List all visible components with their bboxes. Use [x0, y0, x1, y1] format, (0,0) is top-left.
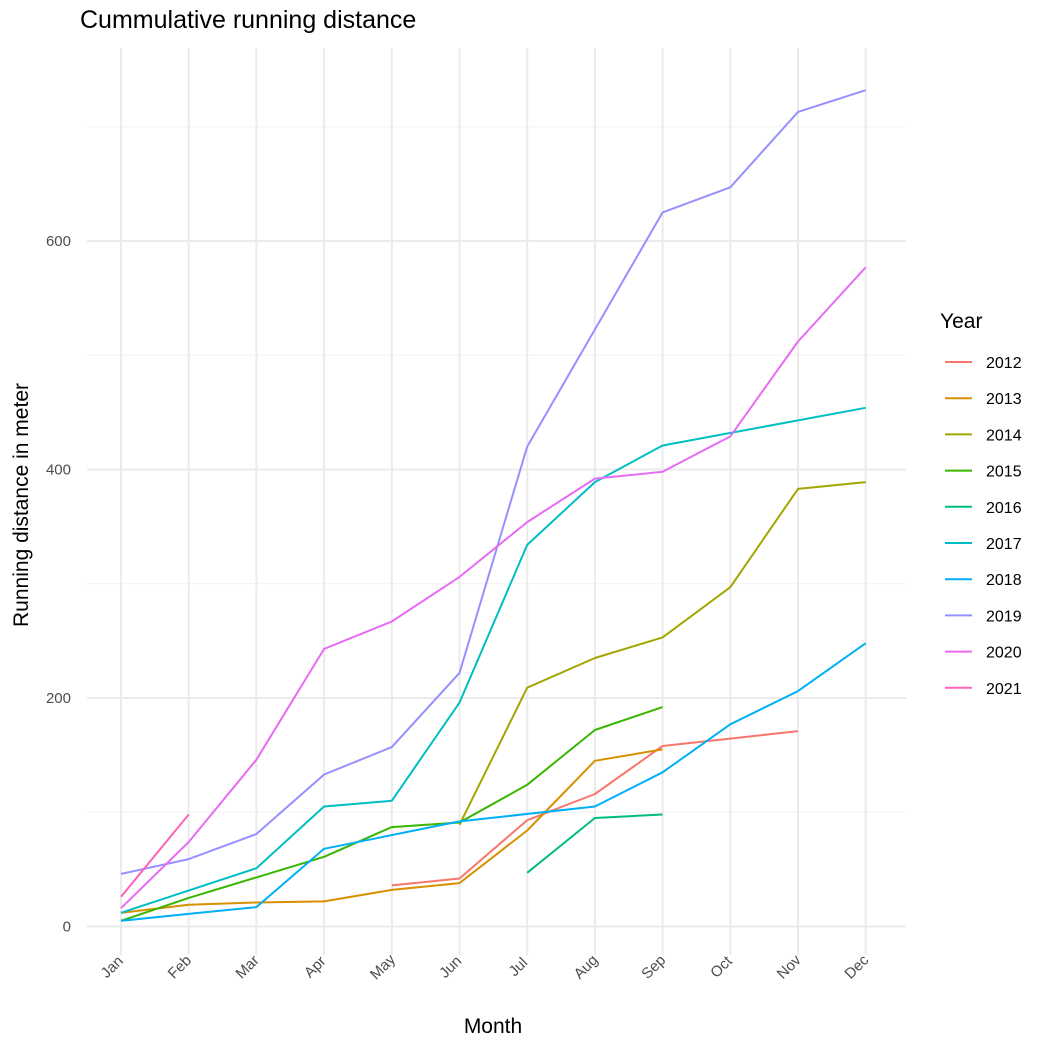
- series-lines: [120, 89, 867, 922]
- x-tick-label: Dec: [841, 951, 872, 982]
- legend: Year 2012 2013 2014 2015 2016 2017 2018 2019 202…: [940, 310, 1022, 698]
- series-line-2014: [458, 481, 866, 826]
- x-tick-label: Sep: [638, 952, 669, 983]
- x-axis-title: Month: [464, 1015, 522, 1038]
- series-line-2015: [120, 706, 663, 922]
- chart-title: Cummulative running distance: [80, 6, 417, 34]
- x-tick-label: Aug: [571, 952, 602, 983]
- x-tick-label: Nov: [774, 951, 805, 982]
- legend-label-2020: 2020: [986, 645, 1022, 662]
- x-tick-label: Jan: [98, 953, 127, 982]
- legend-label-2014: 2014: [986, 427, 1022, 444]
- y-axis-ticks: 0 200 400 600: [46, 233, 71, 936]
- series-line-2013: [120, 748, 663, 914]
- series-line-2020: [120, 266, 867, 909]
- series-line-2016: [526, 813, 663, 874]
- x-tick-label: Jul: [506, 954, 532, 980]
- series-line-2018: [120, 642, 867, 922]
- legend-label-2015: 2015: [986, 464, 1022, 481]
- legend-label-2012: 2012: [986, 355, 1022, 372]
- x-tick-label: Jun: [436, 953, 465, 982]
- y-tick-label: 400: [46, 462, 71, 479]
- x-tick-label: Apr: [301, 953, 330, 982]
- legend-label-2013: 2013: [986, 391, 1022, 408]
- legend-label-2017: 2017: [986, 536, 1022, 553]
- x-tick-label: May: [367, 951, 399, 983]
- grid: [87, 48, 906, 955]
- legend-label-2021: 2021: [986, 681, 1022, 698]
- series-line-2021: [120, 813, 190, 898]
- legend-title: Year: [940, 310, 982, 333]
- x-tick-label: Feb: [165, 952, 195, 982]
- series-line-2017: [120, 406, 866, 914]
- legend-label-2019: 2019: [986, 608, 1022, 625]
- series-line-2012: [391, 730, 799, 887]
- x-axis-ticks: Jan Feb Mar Apr May Jun Jul Aug Sep Oct Nov Dec: [98, 951, 873, 983]
- x-tick-label: Oct: [707, 952, 736, 981]
- legend-label-2018: 2018: [986, 572, 1022, 589]
- series-line-2019: [120, 89, 867, 875]
- y-tick-label: 600: [46, 233, 71, 250]
- y-tick-label: 0: [63, 919, 71, 936]
- y-axis-title: Running distance in meter: [10, 383, 33, 627]
- legend-label-2016: 2016: [986, 500, 1022, 517]
- y-tick-label: 200: [46, 690, 71, 707]
- x-tick-label: Mar: [232, 952, 262, 982]
